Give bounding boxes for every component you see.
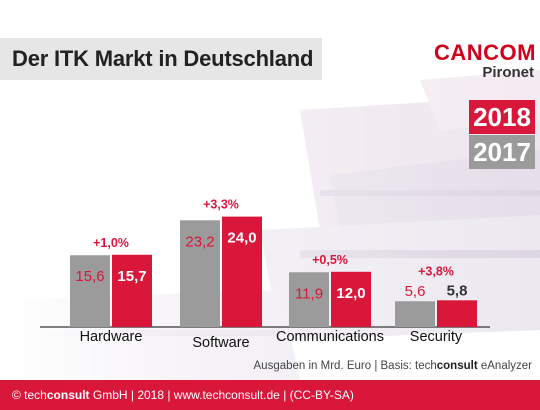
bar-2018-security (437, 300, 477, 327)
data-label-2018-security: 5,8 (447, 282, 468, 299)
bar-2017-security (395, 301, 435, 327)
bar-2017-hardware (70, 255, 110, 327)
footer-suffix: GmbH | 2018 | www.techconsult.de | (CC-B… (89, 388, 354, 402)
data-label-2018-hardware: 15,7 (117, 268, 146, 285)
growth-label-hardware: +1,0% (93, 236, 129, 250)
growth-label-software: +3,3% (203, 198, 239, 212)
legend-2017: 2017 (469, 135, 535, 169)
legend-2018: 2018 (469, 100, 535, 134)
footer-bar: © techconsult GmbH | 2018 | www.techcons… (0, 380, 540, 410)
source-suffix: eAnalyzer (477, 360, 532, 372)
bar-2017-software (180, 220, 220, 327)
bar-2018-software (222, 216, 262, 327)
data-label-2017-security: 5,6 (405, 283, 426, 300)
category-label-communications: Communications (276, 329, 384, 345)
bar-2017-communications (289, 272, 329, 327)
category-label-software: Software (192, 335, 249, 351)
bar-2018-communications (331, 271, 371, 327)
data-label-2018-software: 24,0 (227, 230, 256, 247)
category-label-hardware: Hardware (80, 329, 143, 345)
data-label-2017-communications: 11,9 (295, 285, 323, 302)
category-label-security: Security (410, 329, 463, 345)
source-note: Ausgaben in Mrd. Euro | Basis: techconsu… (254, 360, 532, 372)
logo-main-text: CANCOM (434, 40, 536, 65)
data-label-2018-communications: 12,0 (336, 285, 365, 302)
data-label-2017-software: 23,2 (185, 233, 214, 250)
bar-2018-hardware (112, 254, 152, 327)
title-bar (0, 38, 322, 80)
growth-label-security: +3,8% (418, 264, 454, 278)
source-bold: consult (436, 360, 478, 372)
source-prefix: Ausgaben in Mrd. Euro | Basis: tech (253, 360, 437, 372)
footer-text: © techconsult GmbH | 2018 | www.techcons… (12, 388, 354, 402)
cancom-pironet-logo: CANCOM Pironet (434, 40, 536, 84)
footer-bold: consult (46, 388, 90, 402)
growth-label-communications: +0,5% (312, 253, 348, 267)
logo-sub-text: Pironet (482, 64, 534, 81)
bar-chart: 15,6 15,7 +1,0% Hardware 23,2 24,0 +3,3% Softwa… (40, 198, 490, 351)
footer-prefix: © tech (12, 388, 47, 402)
data-label-2017-hardware: 15,6 (75, 268, 104, 285)
page-title: Der ITK Markt in Deutschland (12, 46, 314, 71)
